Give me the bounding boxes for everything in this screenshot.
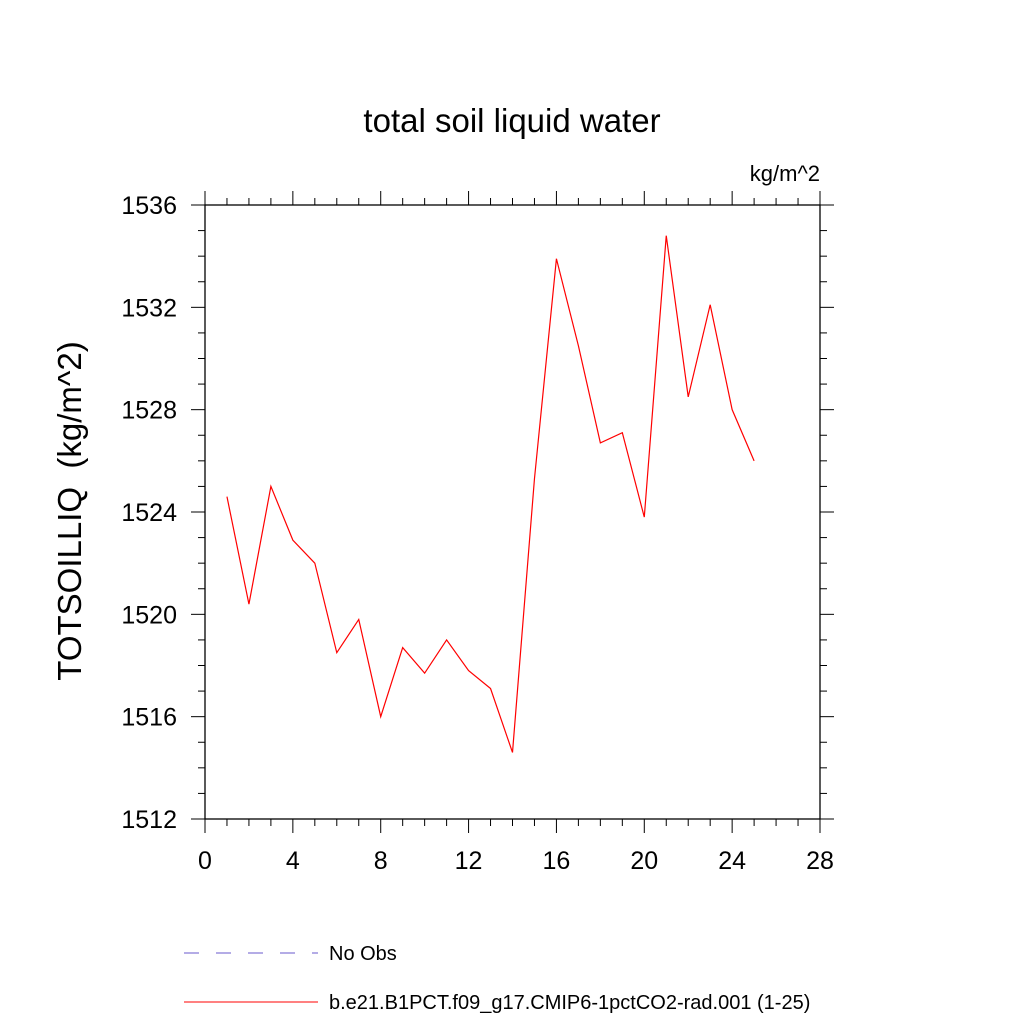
x-axis: 0 4 8 12 16 20 24 28 <box>198 191 834 875</box>
plot-frame <box>204 204 821 820</box>
y-tick-label: 1516 <box>121 704 177 732</box>
y-tick-label: 1532 <box>121 294 177 322</box>
x-tick-label: 28 <box>806 847 834 875</box>
x-tick-label: 20 <box>630 847 658 875</box>
y-tick-label: 1512 <box>121 806 177 834</box>
legend-label-no-obs: No Obs <box>329 943 397 965</box>
y-axis: 1512 1516 1520 1524 1528 1532 1536 <box>121 192 834 834</box>
y-tick-label: 1528 <box>121 397 177 425</box>
legend: No Obs b.e21.B1PCT.f09_g17.CMIP6-1pctCO2… <box>184 943 810 1014</box>
x-tick-label: 0 <box>198 847 212 875</box>
y-axis-label: TOTSOILLIQ (kg/m^2) <box>51 341 88 680</box>
x-tick-label: 12 <box>455 847 483 875</box>
x-tick-label: 4 <box>286 847 300 875</box>
x-tick-label: 24 <box>718 847 746 875</box>
x-tick-label: 8 <box>374 847 388 875</box>
series-layer <box>226 235 755 753</box>
legend-label-model: b.e21.B1PCT.f09_g17.CMIP6-1pctCO2-rad.00… <box>329 992 810 1014</box>
series-line-0 <box>226 235 755 753</box>
y-tick-label: 1520 <box>121 601 177 629</box>
chart-title: total soil liquid water <box>363 102 660 139</box>
units-label: kg/m^2 <box>750 161 820 186</box>
y-tick-label: 1524 <box>121 499 177 527</box>
y-tick-label: 1536 <box>121 192 177 220</box>
x-tick-label: 16 <box>543 847 571 875</box>
